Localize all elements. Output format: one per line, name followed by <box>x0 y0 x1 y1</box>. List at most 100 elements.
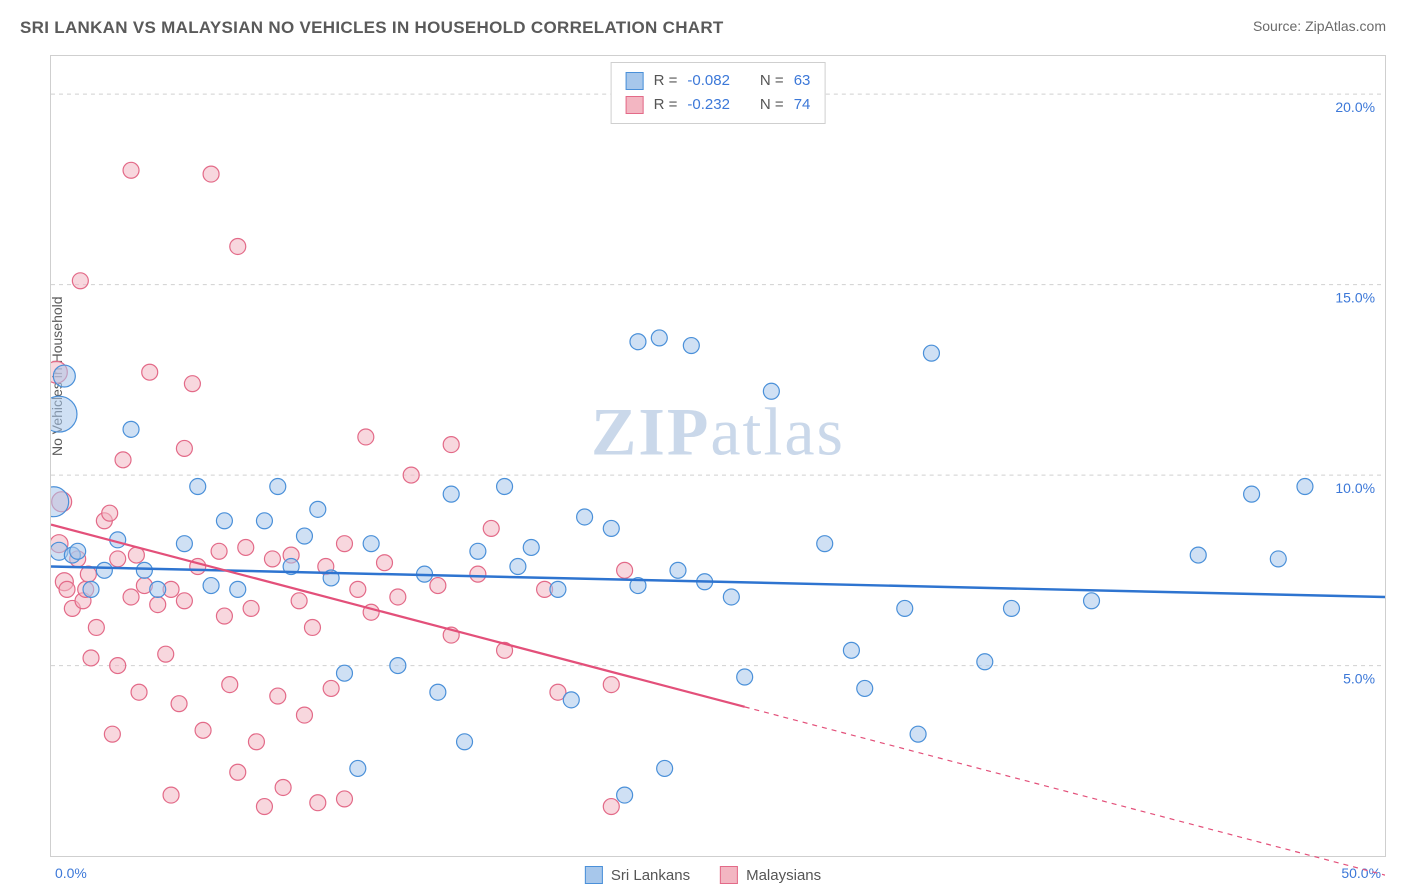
chart-point <box>88 619 104 635</box>
chart-point <box>53 365 75 387</box>
legend-swatch-sri-lankan <box>626 72 644 90</box>
chart-point <box>977 654 993 670</box>
chart-point <box>176 440 192 456</box>
chart-point <box>163 787 179 803</box>
chart-point <box>230 581 246 597</box>
chart-point <box>176 536 192 552</box>
chart-point <box>150 597 166 613</box>
chart-point <box>603 677 619 693</box>
series-legend-item: Sri Lankans <box>585 866 690 884</box>
chart-point <box>211 543 227 559</box>
chart-point <box>59 581 75 597</box>
chart-point <box>350 581 366 597</box>
chart-point <box>470 543 486 559</box>
trend-line <box>51 525 745 707</box>
chart-point <box>102 505 118 521</box>
chart-point <box>115 452 131 468</box>
chart-point <box>230 764 246 780</box>
chart-point <box>510 559 526 575</box>
chart-point <box>670 562 686 578</box>
chart-point <box>1297 479 1313 495</box>
chart-point <box>336 536 352 552</box>
chart-point <box>203 166 219 182</box>
svg-text:0.0%: 0.0% <box>55 865 87 881</box>
chart-point <box>70 543 86 559</box>
legend-n-label: N = <box>760 93 784 117</box>
chart-point <box>131 684 147 700</box>
legend-swatch-icon <box>585 866 603 884</box>
chart-point <box>142 364 158 380</box>
chart-point <box>275 780 291 796</box>
svg-text:15.0%: 15.0% <box>1335 290 1375 306</box>
chart-point <box>270 688 286 704</box>
chart-point <box>256 513 272 529</box>
chart-point <box>310 501 326 517</box>
chart-point <box>304 619 320 635</box>
chart-point <box>390 658 406 674</box>
chart-point <box>563 692 579 708</box>
chart-point <box>248 734 264 750</box>
legend-row-malaysian: R = -0.232 N = 74 <box>626 93 811 117</box>
chart-point <box>123 421 139 437</box>
chart-point <box>350 760 366 776</box>
chart-point <box>897 600 913 616</box>
chart-point <box>51 396 77 432</box>
chart-point <box>222 677 238 693</box>
chart-point <box>603 799 619 815</box>
chart-point <box>123 589 139 605</box>
chart-point <box>230 239 246 255</box>
chart-point <box>483 520 499 536</box>
chart-point <box>296 707 312 723</box>
chart-point <box>72 273 88 289</box>
chart-point <box>617 787 633 803</box>
svg-text:20.0%: 20.0% <box>1335 99 1375 115</box>
chart-point <box>83 650 99 666</box>
chart-point <box>158 646 174 662</box>
chart-point <box>763 383 779 399</box>
chart-point <box>203 578 219 594</box>
series-legend-item: Malaysians <box>720 866 821 884</box>
chart-point <box>470 566 486 582</box>
chart-point <box>243 600 259 616</box>
chart-point <box>817 536 833 552</box>
chart-point <box>256 799 272 815</box>
chart-point <box>216 608 232 624</box>
trend-line-extrapolated <box>745 707 1385 875</box>
chart-point <box>657 760 673 776</box>
chart-point <box>577 509 593 525</box>
chart-point <box>104 726 120 742</box>
chart-point <box>630 334 646 350</box>
chart-point <box>216 513 232 529</box>
chart-point <box>264 551 280 567</box>
chart-point <box>443 437 459 453</box>
chart-point <box>737 669 753 685</box>
chart-point <box>176 593 192 609</box>
chart-point <box>1244 486 1260 502</box>
chart-point <box>1003 600 1019 616</box>
chart-point <box>51 487 69 517</box>
legend-r-value: -0.232 <box>687 93 730 117</box>
svg-text:5.0%: 5.0% <box>1343 671 1375 687</box>
chart-point <box>363 536 379 552</box>
chart-point <box>291 593 307 609</box>
trend-line <box>51 567 1385 597</box>
chart-point <box>296 528 312 544</box>
legend-n-value: 63 <box>794 69 811 93</box>
chart-point <box>377 555 393 571</box>
chart-point <box>358 429 374 445</box>
chart-point <box>910 726 926 742</box>
chart-point <box>390 589 406 605</box>
series-legend: Sri Lankans Malaysians <box>585 866 821 884</box>
chart-point <box>123 162 139 178</box>
chart-point <box>457 734 473 750</box>
legend-n-value: 74 <box>794 93 811 117</box>
legend-r-label: R = <box>654 69 678 93</box>
chart-point <box>1270 551 1286 567</box>
legend-swatch-icon <box>720 866 738 884</box>
chart-point <box>171 696 187 712</box>
chart-point <box>550 581 566 597</box>
chart-point <box>843 642 859 658</box>
chart-point <box>651 330 667 346</box>
legend-r-label: R = <box>654 93 678 117</box>
page-title: SRI LANKAN VS MALAYSIAN NO VEHICLES IN H… <box>20 18 724 38</box>
